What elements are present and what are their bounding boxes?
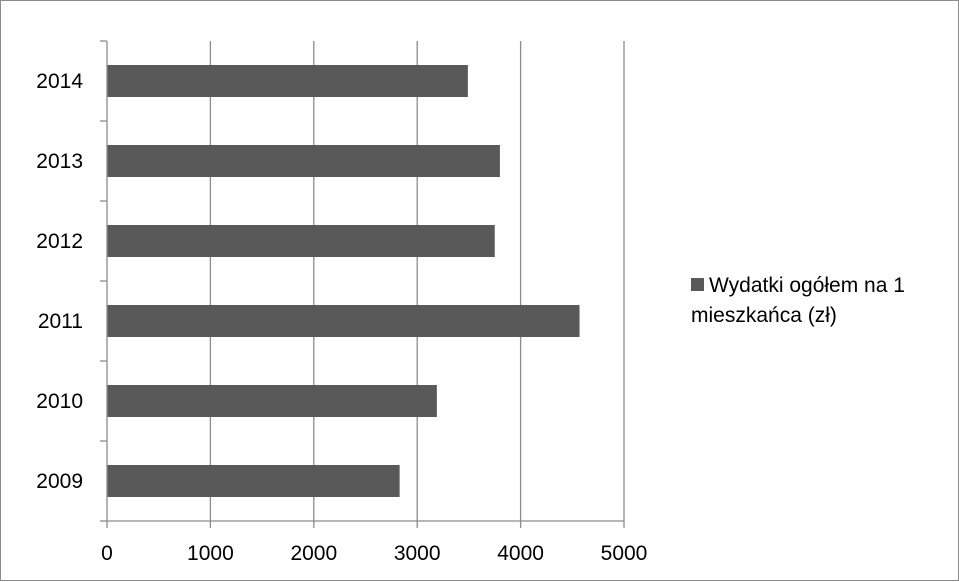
y-tick-label-2009: 2009 [36,470,83,493]
y-tick-label-2011: 2011 [38,310,83,333]
legend: Wydatki ogółem na 1 mieszkańca (zł) [691,271,956,331]
bar-2014 [107,65,468,97]
x-tick-label-4000: 4000 [497,542,544,565]
y-tick-label-2013: 2013 [36,150,83,173]
x-tick-label-0: 0 [101,542,113,565]
y-tick-label-2012: 2012 [36,230,83,253]
x-tick-label-1000: 1000 [187,542,234,565]
x-tick-label-5000: 5000 [601,542,648,565]
bar-2009 [107,465,400,497]
bar-2010 [107,385,437,417]
y-tick-label-2014: 2014 [36,70,83,93]
legend-label: Wydatki ogółem na 1 mieszkańca (zł) [691,274,905,327]
legend-swatch [691,278,704,291]
bar-2011 [107,305,580,337]
x-tick-label-3000: 3000 [394,542,441,565]
bar-2013 [107,145,500,177]
x-tick-label-2000: 2000 [290,542,337,565]
y-tick-label-2010: 2010 [36,390,83,413]
bar-2012 [107,225,495,257]
